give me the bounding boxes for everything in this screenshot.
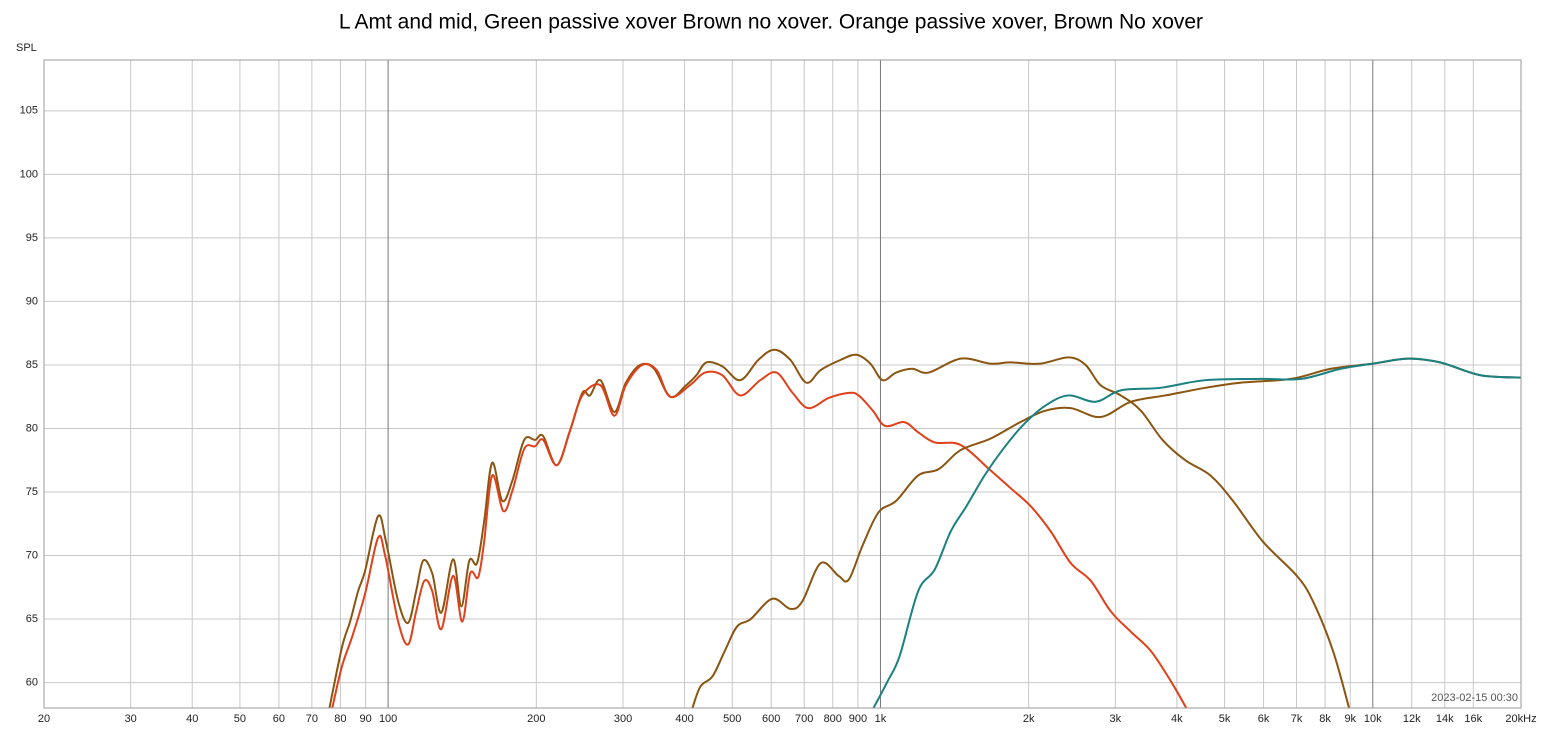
x-tick-label: 7k (1291, 713, 1303, 725)
x-tick-label: 50 (234, 713, 246, 725)
y-tick-label: 70 (26, 549, 38, 561)
x-tick-label: 2k (1023, 713, 1035, 725)
x-tick-label: 30 (125, 713, 137, 725)
y-tick-label: 105 (20, 105, 38, 117)
series-line (328, 348, 1351, 708)
date-annotation: 2023-02-15 00:30 (1431, 692, 1518, 704)
x-tick-label: 16k (1464, 713, 1482, 725)
series-line (872, 357, 1521, 708)
series-line (691, 357, 1521, 708)
x-tick-label: 20 (38, 713, 50, 725)
x-tick-label: 700 (795, 713, 813, 725)
x-tick-label: 80 (334, 713, 346, 725)
y-tick-label: 60 (26, 676, 38, 688)
y-axis-label: SPL (16, 42, 37, 54)
x-tick-label: 300 (614, 713, 632, 725)
chart-title: L Amt and mid, Green passive xover Brown… (339, 11, 1203, 34)
x-tick-label: 5k (1219, 713, 1231, 725)
x-tick-label: 4k (1171, 713, 1183, 725)
y-tick-label: 90 (26, 295, 38, 307)
x-tick-label: 70 (306, 713, 318, 725)
x-tick-label: 10k (1364, 713, 1382, 725)
series-line (331, 362, 1188, 708)
plot-frame (43, 59, 1522, 709)
y-tick-label: 85 (26, 359, 38, 371)
x-tick-label: 6k (1258, 713, 1270, 725)
x-tick-label: 12k (1403, 713, 1421, 725)
x-tick-label: 14k (1436, 713, 1454, 725)
x-tick-label: 3k (1110, 713, 1122, 725)
x-tick-label: 40 (186, 713, 198, 725)
x-tick-label: 90 (359, 713, 371, 725)
x-tick-label: 60 (273, 713, 285, 725)
x-tick-label: 500 (723, 713, 741, 725)
x-tick-label: 8k (1319, 713, 1331, 725)
y-tick-label: 65 (26, 613, 38, 625)
y-tick-label: 80 (26, 422, 38, 434)
x-tick-label: 200 (527, 713, 545, 725)
y-tick-label: 95 (26, 232, 38, 244)
x-tick-label: 600 (762, 713, 780, 725)
x-tick-label: 400 (675, 713, 693, 725)
x-tick-label: 800 (824, 713, 842, 725)
x-tick-label: 900 (849, 713, 867, 725)
y-tick-label: 75 (26, 486, 38, 498)
x-tick-label: 9k (1344, 713, 1356, 725)
x-tick-label: 100 (379, 713, 397, 725)
x-tick-label: 20kHz (1505, 713, 1536, 725)
y-tick-label: 100 (20, 168, 38, 180)
x-tick-label: 1k (875, 713, 887, 725)
